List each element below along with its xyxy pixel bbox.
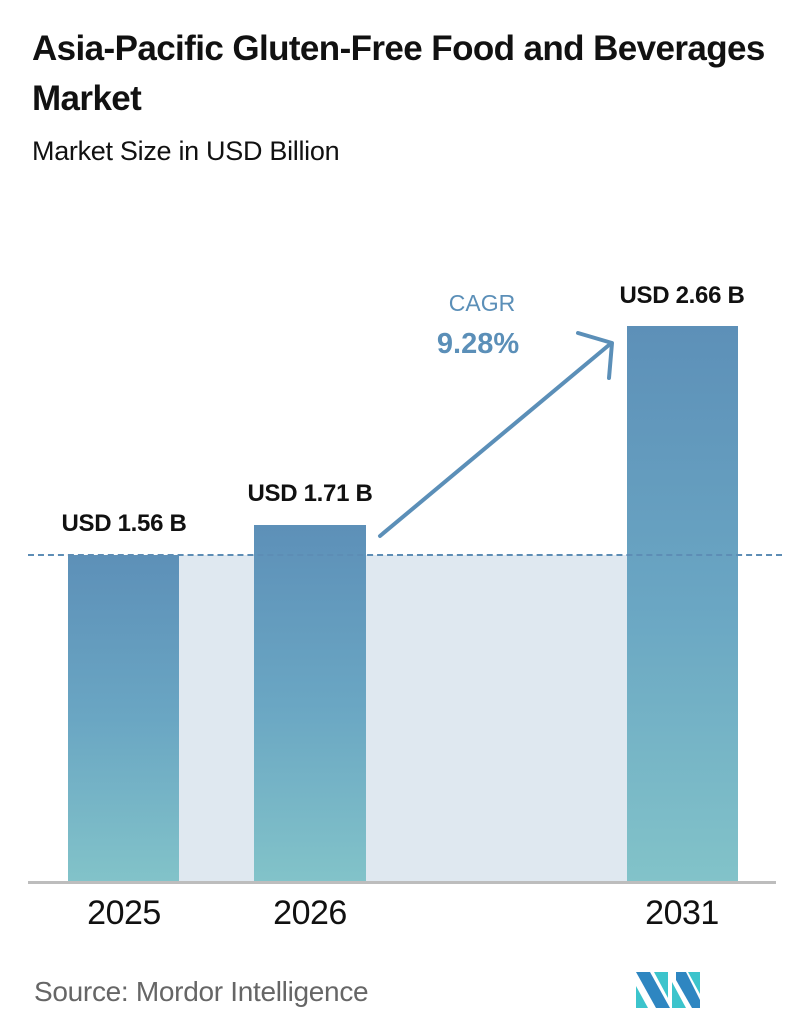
- source-text: Source: Mordor Intelligence: [34, 976, 369, 1007]
- reference-band: [179, 555, 627, 882]
- cagr-value: 9.28%: [436, 328, 520, 360]
- value-label-2025: USD 1.56 B: [61, 510, 187, 537]
- x-label-2026: 2026: [273, 894, 347, 932]
- bar-2031: [627, 326, 738, 882]
- mordor-intelligence-logo-icon: [636, 972, 700, 1008]
- chart-title: Asia-Pacific Gluten-Free Food and Bevera…: [32, 29, 765, 118]
- x-label-2025: 2025: [87, 894, 161, 932]
- value-label-2031: USD 2.66 B: [619, 282, 745, 309]
- x-label-2031: 2031: [645, 894, 719, 932]
- reference-dashed-line: [28, 554, 782, 556]
- bar-2025: [68, 555, 179, 882]
- chart-subtitle: Market Size in USD Billion: [32, 136, 340, 166]
- bar-2026: [254, 525, 366, 882]
- x-axis-baseline: [28, 881, 776, 884]
- cagr-label: CAGR: [448, 290, 516, 316]
- value-label-2026: USD 1.71 B: [247, 480, 373, 507]
